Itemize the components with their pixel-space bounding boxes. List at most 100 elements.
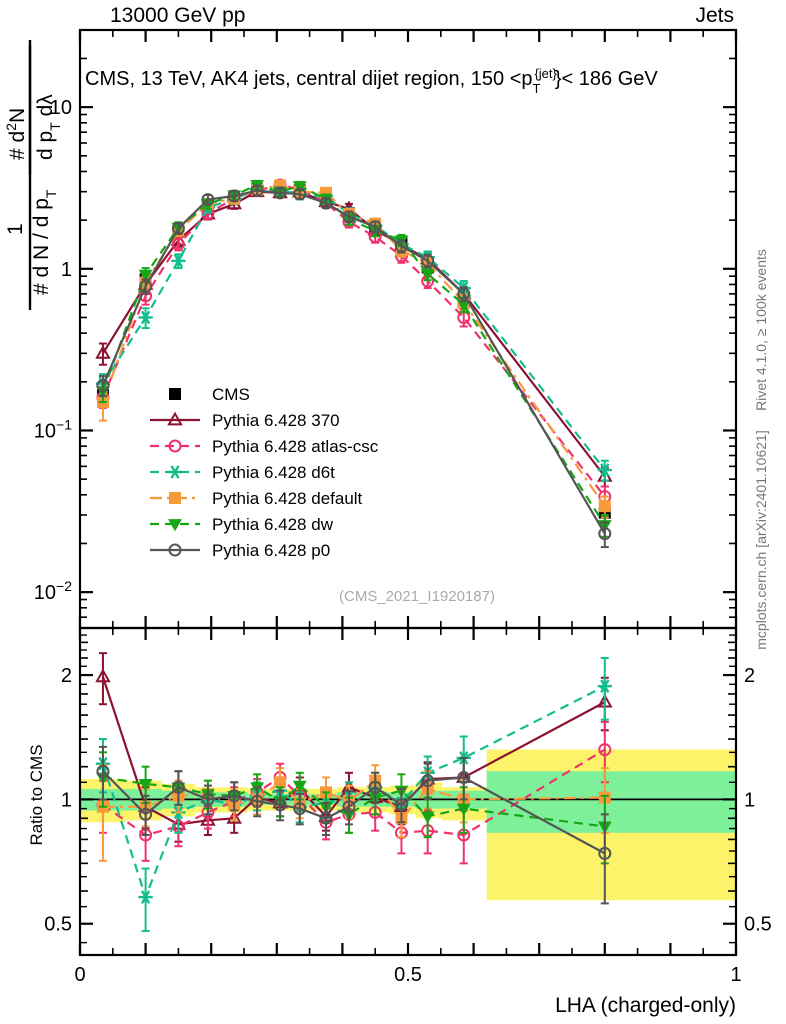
data-point [171,237,185,251]
analysis-id-watermark: (CMS_2021_I1920187) [339,588,495,605]
ratio-y-ticks [80,634,736,944]
svg-text:10−1: 10−1 [34,416,72,442]
legend-item-pythia-6-428-default[interactable]: Pythia 6.428 default [150,489,363,508]
ratio-data-point [457,770,471,784]
ratio-data-point [273,798,287,812]
legend-marker [168,439,182,453]
ratio-data-point [171,780,185,794]
side-labels: Rivet 4.1.0, ≥ 100k events mcplots.cern.c… [753,249,769,650]
legend-item-pythia-6-428-dw[interactable]: Pythia 6.428 dw [150,515,334,534]
svg-text:1: 1 [61,259,72,281]
data-point [598,527,612,541]
ratio-panel: 2 2 1 1 0.5 0.5 Ratio to CMS [27,626,772,957]
legend-label: Pythia 6.428 p0 [212,541,330,560]
ratio-y-tick-label-right: 1 [744,789,755,811]
ylabel-factor-denominator: d pT dλ [34,94,63,160]
ratio-data-point [421,774,435,788]
ratio-y-tick-label: 0.5 [44,914,72,936]
legend-item-pythia-6-428-atlas-csc[interactable]: Pythia 6.428 atlas-csc [150,437,379,456]
legend-marker [168,543,182,557]
x-axis-label: LHA (charged-only) [555,994,736,1017]
ratio-y-tick-label-right: 2 [744,665,755,687]
legend-marker [167,465,183,479]
data-point [319,196,333,210]
legend-label: Pythia 6.428 dw [212,515,334,534]
data-point [138,310,153,325]
data-point [171,254,186,268]
legend-label: Pythia 6.428 atlas-csc [212,437,379,456]
ratio-data-point [138,779,153,792]
main-y-tick-label: 1 [61,259,72,281]
ratio-data-point [227,789,241,803]
main-y-tick-label: 10−1 [34,416,72,442]
data-point [273,186,287,200]
ratio-data-point [138,890,153,904]
ratio-line [102,776,605,828]
data-point [368,220,382,234]
ratio-data-point [394,798,408,812]
ratio-data-point [420,811,435,824]
ratio-y-tick-label: 1 [61,789,72,811]
header-beam-label: 13000 GeV pp [110,4,245,27]
series-line [101,183,606,498]
side-label-rivet: Rivet 4.1.0, ≥ 100k events [753,249,769,411]
ylabel-numerator: 1 [4,223,27,235]
data-point [597,463,612,477]
data-point [95,344,111,359]
ratio-data-point [597,679,612,693]
series-pythia-6-428-p0 [96,184,612,549]
legend-item-pythia-6-428-d6t[interactable]: Pythia 6.428 d6t [150,463,335,482]
ratio-data-point [95,668,111,683]
data-point [293,187,307,201]
series-line [101,184,606,507]
data-point [292,181,307,194]
ratio-data-point [96,764,110,778]
main-series-group [95,178,613,549]
legend-label: Pythia 6.428 370 [212,411,340,430]
ratio-data-point [598,743,612,757]
ratio-series-pythia-6-428-p0 [96,745,612,905]
x-tick-label: 0 [74,964,85,986]
ratio-data-point [226,809,242,824]
legend-item-cms[interactable]: CMS [169,385,250,404]
x-tick-label: 1 [730,964,741,986]
data-point [420,268,435,282]
legend: CMS Pythia 6.428 370 Pythia 6.428 atlas-cs… [150,385,379,560]
legend-item-pythia-6-428-370[interactable]: Pythia 6.428 370 [150,411,340,430]
legend-label: Pythia 6.428 d6t [212,463,335,482]
ratio-data-point [139,807,153,821]
header: 13000 GeV pp Jets [110,4,734,27]
ratio-data-point [292,780,307,793]
side-label-source: mcplots.cern.ch [arXiv:2401.10621] [753,430,769,649]
main-y-ticks [80,29,736,629]
data-point [394,239,408,253]
data-point [342,210,356,224]
main-y-tick-label: 10−2 [34,578,72,604]
svg-text:10−2: 10−2 [34,578,72,604]
data-point [598,500,611,513]
ratio-y-tick-label-right: 0.5 [744,914,772,936]
legend-item-pythia-6-428-p0[interactable]: Pythia 6.428 p0 [150,541,330,560]
main-y-tick-label: 10 [50,97,72,119]
ratio-series-group [95,652,613,933]
data-point [457,287,471,301]
data-point [250,184,264,198]
x-tick-label: 0.5 [394,964,422,986]
ratio-data-point [274,776,287,789]
ratio-y-tick-label: 2 [61,665,72,687]
main-panel: 10 1 10−1 10−2 [34,28,738,630]
ylabel-factor-numerator: # d2N [3,108,29,160]
legend-label: Pythia 6.428 default [212,489,363,508]
plot-title: CMS, 13 TeV, AK4 jets, central dijet reg… [85,66,658,96]
ratio-data-point [342,800,356,814]
data-point [96,378,110,392]
ratio-data-point [293,802,307,816]
ylabel-denominator: # d N / d pT [30,189,59,295]
band-inner [486,771,736,833]
data-point [139,279,153,293]
ratio-data-point [250,794,264,808]
legend-marker [169,492,181,504]
